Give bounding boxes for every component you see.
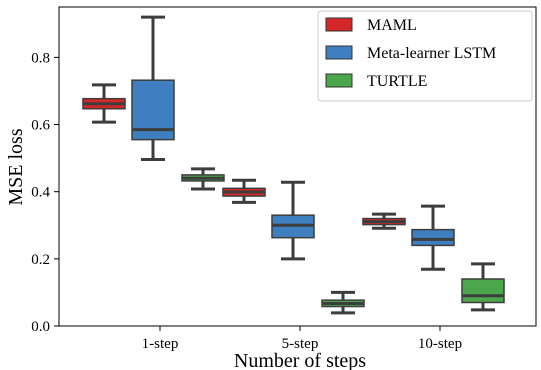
legend: MAML Meta-learner LSTM TURTLE [317,10,533,102]
y-axis-label: MSE loss [5,128,27,205]
box-maml-10-step [362,212,406,230]
legend-label-turtle: TURTLE [367,73,427,90]
box-turtle-5-step [321,290,365,315]
box-meta-learner-lstm-1-step [131,15,175,161]
x-tick-label: 5-step [282,336,319,352]
x-tick-label: 1-step [142,336,179,352]
box-turtle-1-step [181,167,225,191]
plot-area-frame [58,6,537,327]
box-meta-learner-lstm-10-step [411,204,455,271]
box-iqr [411,228,455,247]
legend-swatch-turtle [325,73,353,88]
y-tick-label: 0.8 [31,50,50,66]
y-tick-label: 0.0 [31,319,50,335]
x-tick-label: 10-step [418,336,462,352]
box-meta-learner-lstm-5-step [271,180,315,261]
box-turtle-10-step [461,262,505,312]
y-tick-label: 0.6 [31,118,50,134]
legend-label-maml: MAML [367,17,417,34]
y-tick-label: 0.2 [31,252,50,268]
x-axis-label: Number of steps [234,350,366,370]
box-maml-5-step [222,178,266,204]
box-maml-1-step [82,83,126,124]
y-tick-label: 0.4 [31,185,50,201]
legend-frame [317,10,533,102]
box-iqr [461,278,505,304]
legend-swatch-meta-learner-lstm [325,45,353,60]
legend-swatch-maml [325,17,353,32]
x-axis: 1-step 5-step 10-step [142,326,462,352]
legend-label-meta-learner-lstm: Meta-learner LSTM [367,45,496,62]
y-axis: 0.0 0.2 0.4 0.6 0.8 [31,50,59,335]
